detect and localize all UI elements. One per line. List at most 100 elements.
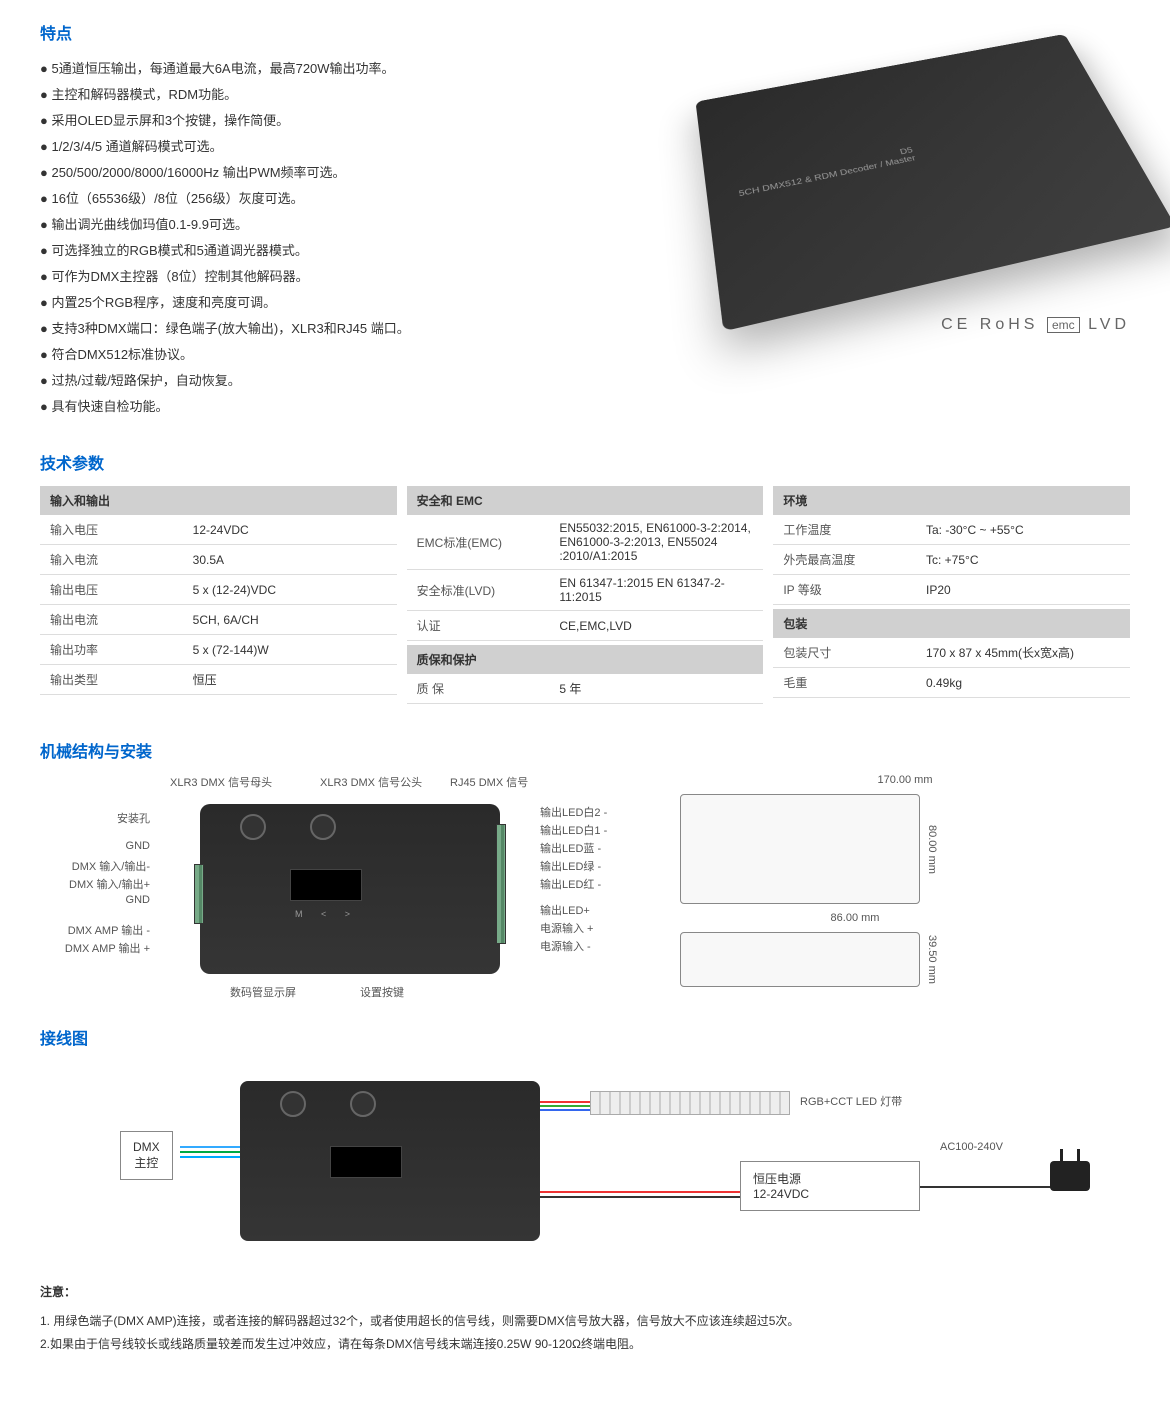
xlr-female-icon <box>240 814 266 840</box>
spec-value: 5 x (72-144)W <box>183 635 397 665</box>
wire-b <box>540 1109 590 1111</box>
spec-value: EN 61347-1:2015 EN 61347-2-11:2015 <box>549 570 763 611</box>
label-amp-pos: DMX AMP 输出 + <box>40 940 150 956</box>
spec-value: 12-24VDC <box>183 515 397 545</box>
spec-label: 包装尺寸 <box>773 638 916 668</box>
spec-value: 5CH, 6A/CH <box>183 605 397 635</box>
specs-section: 技术参数 输入和输出 输入电压12-24VDC 输入电流30.5A 输出电压5 … <box>40 450 1130 708</box>
led-strip-label: RGB+CCT LED 灯带 <box>800 1093 902 1109</box>
spec-label: 输入电流 <box>40 545 183 575</box>
psu-box: 恒压电源 12-24VDC <box>740 1161 920 1211</box>
dim-side-height-label: 39.50 mm <box>926 935 938 984</box>
spec-label: 输出类型 <box>40 665 183 695</box>
label-pwr-neg: 电源输入 - <box>540 938 591 954</box>
label-buttons: 设置按键 <box>360 984 404 1000</box>
label-out-w1: 输出LED白1 - <box>540 822 607 838</box>
mech-labeled-view: XLR3 DMX 信号母头 XLR3 DMX 信号公头 RJ45 DMX 信号 … <box>40 774 660 995</box>
feature-item: 5通道恒压输出，每通道最大6A电流，最高720W输出功率。 <box>40 56 640 82</box>
feature-item: 符合DMX512标准协议。 <box>40 342 640 368</box>
spec-label: 安全标准(LVD) <box>407 570 550 611</box>
mech-dimensions: 170.00 mm 80.00 mm 86.00 mm 39.50 mm <box>680 774 1130 995</box>
spec-value: 30.5A <box>183 545 397 575</box>
xlr-icon <box>280 1091 306 1117</box>
label-dmx-in-neg: DMX 输入/输出- <box>40 858 150 874</box>
feature-item: 过热/过载/短路保护，自动恢复。 <box>40 368 640 394</box>
led-strip <box>590 1091 790 1115</box>
spec-table-io: 输入和输出 输入电压12-24VDC 输入电流30.5A 输出电压5 x (12… <box>40 486 397 695</box>
spec-table-package: 包装 包装尺寸170 x 87 x 45mm(长x宽x高) 毛重0.49kg <box>773 609 1130 698</box>
features-section: 特点 5通道恒压输出，每通道最大6A电流，最高720W输出功率。 主控和解码器模… <box>40 20 1130 420</box>
feature-item: 1/2/3/4/5 通道解码模式可选。 <box>40 134 640 160</box>
spec-label: EMC标准(EMC) <box>407 515 550 570</box>
spec-label: 输出功率 <box>40 635 183 665</box>
label-out-pos: 输出LED+ <box>540 902 590 918</box>
spec-header: 质保和保护 <box>407 645 764 674</box>
wiring-diagram: DMX 主控 RGB+CCT LED 灯带 恒压电源 12-24VDC AC10… <box>40 1061 1130 1261</box>
label-amp-neg: DMX AMP 输出 - <box>40 922 150 938</box>
spec-value: 0.49kg <box>916 668 1130 698</box>
ce-mark: CE <box>941 316 971 333</box>
spec-value: Ta: -30°C ~ +55°C <box>916 515 1130 545</box>
spec-value: 5 年 <box>549 674 763 704</box>
dim-inner-width-label: 86.00 mm <box>790 912 920 924</box>
spec-value: IP20 <box>916 575 1130 605</box>
spec-value: 恒压 <box>183 665 397 695</box>
dim-top-view <box>680 794 920 904</box>
spec-label: IP 等级 <box>773 575 916 605</box>
wire-dmx-3 <box>180 1156 240 1158</box>
emc-mark: emc <box>1047 317 1080 333</box>
spec-label: 输出电流 <box>40 605 183 635</box>
product-photo <box>696 34 1170 331</box>
mech-heading: 机械结构与安装 <box>40 738 1130 762</box>
feature-item: 16位（65536级）/8位（256级）灰度可选。 <box>40 186 640 212</box>
spec-value: Tc: +75°C <box>916 545 1130 575</box>
features-list: 5通道恒压输出，每通道最大6A电流，最高720W输出功率。 主控和解码器模式，R… <box>40 56 640 420</box>
spec-table-warranty: 质保和保护 质 保5 年 <box>407 645 764 704</box>
spec-label: 输出电压 <box>40 575 183 605</box>
wiring-section: 接线图 DMX 主控 RGB+CCT LED 灯带 恒压电源 12-24VDC … <box>40 1025 1130 1355</box>
feature-item: 支持3种DMX端口：绿色端子(放大输出)，XLR3和RJ45 端口。 <box>40 316 640 342</box>
spec-table-safety: 安全和 EMC EMC标准(EMC)EN55032:2015, EN61000-… <box>407 486 764 641</box>
feature-item: 具有快速自检功能。 <box>40 394 640 420</box>
label-out-b: 输出LED蓝 - <box>540 840 601 856</box>
feature-item: 输出调光曲线伽玛值0.1-9.9可选。 <box>40 212 640 238</box>
spec-value: EN55032:2015, EN61000-3-2:2014, EN61000-… <box>549 515 763 570</box>
xlr-male-icon <box>310 814 336 840</box>
wire-g <box>540 1105 590 1107</box>
spec-table-env: 环境 工作温度Ta: -30°C ~ +55°C 外壳最高温度Tc: +75°C… <box>773 486 1130 605</box>
label-gnd1: GND <box>40 840 150 852</box>
label-mount: 安装孔 <box>40 810 150 826</box>
label-xlr-male: XLR3 DMX 信号公头 <box>320 774 422 790</box>
notes-heading: 注意： <box>40 1281 1130 1304</box>
note-item: 1. 用绿色端子(DMX AMP)连接，或者连接的解码器超过32个，或者使用超长… <box>40 1310 1130 1333</box>
dim-side-view <box>680 932 920 987</box>
label-gnd2: GND <box>40 894 150 906</box>
specs-heading: 技术参数 <box>40 450 1130 474</box>
spec-value: 5 x (12-24)VDC <box>183 575 397 605</box>
plug-icon <box>1050 1161 1090 1191</box>
label-xlr-female: XLR3 DMX 信号母头 <box>170 774 272 790</box>
note-item: 2.如果由于信号线较长或线路质量较差而发生过冲效应，请在每条DMX信号线末端连接… <box>40 1333 1130 1356</box>
spec-header: 安全和 EMC <box>407 486 764 515</box>
notes: 注意： 1. 用绿色端子(DMX AMP)连接，或者连接的解码器超过32个，或者… <box>40 1281 1130 1355</box>
terminal-left-icon <box>194 864 204 924</box>
spec-label: 外壳最高温度 <box>773 545 916 575</box>
label-dmx-in-pos: DMX 输入/输出+ <box>40 876 150 892</box>
dim-width-label: 170.00 mm <box>680 774 1130 786</box>
label-rj45: RJ45 DMX 信号 <box>450 774 528 790</box>
features-heading: 特点 <box>40 20 640 44</box>
wire-dmx-2 <box>180 1151 240 1153</box>
device-top-view <box>200 804 500 974</box>
lvd-mark: LVD <box>1088 316 1130 333</box>
spec-header: 包装 <box>773 609 1130 638</box>
feature-item: 内置25个RGB程序，速度和亮度可调。 <box>40 290 640 316</box>
feature-item: 主控和解码器模式，RDM功能。 <box>40 82 640 108</box>
wiring-heading: 接线图 <box>40 1025 1130 1049</box>
dmx-master-box: DMX 主控 <box>120 1131 173 1180</box>
spec-header: 环境 <box>773 486 1130 515</box>
ac-label: AC100-240V <box>940 1141 1003 1153</box>
label-display: 数码管显示屏 <box>230 984 296 1000</box>
rohs-mark: RoHS <box>980 316 1039 333</box>
product-image-column: CE RoHS emc LVD <box>670 20 1130 420</box>
spec-label: 输入电压 <box>40 515 183 545</box>
